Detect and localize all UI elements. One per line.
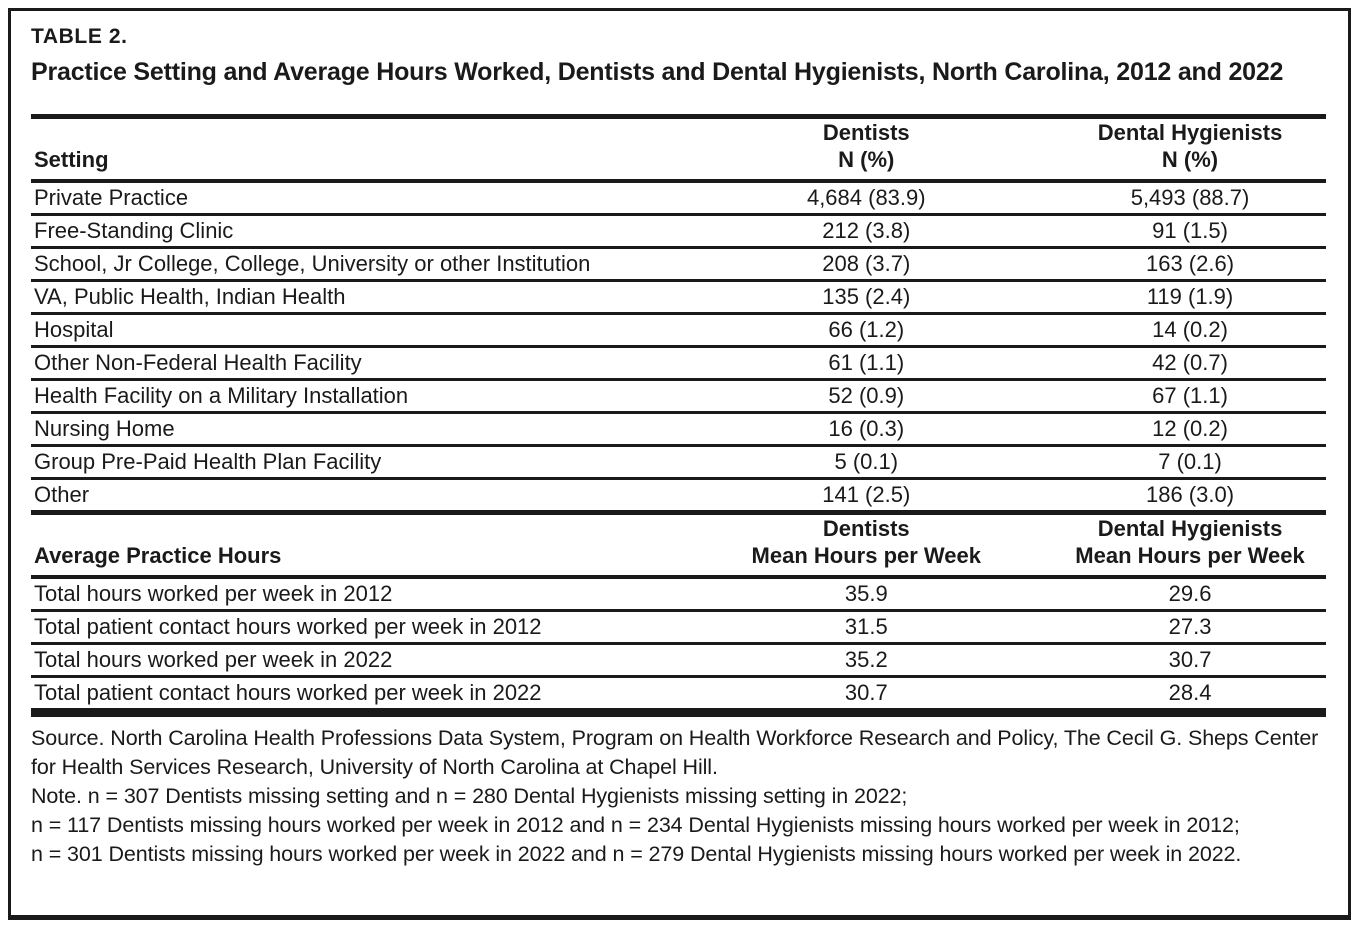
- figure-frame: TABLE 2. Practice Setting and Average Ho…: [8, 8, 1351, 920]
- setting-cell: Hospital: [31, 313, 679, 348]
- dentists-hours-header-line2: Mean Hours per Week: [751, 543, 981, 568]
- hygienists-cell: 119 (1.9): [1054, 280, 1326, 315]
- dentists-cell: 66 (1.2): [678, 313, 1055, 348]
- hygienists-cell: 7 (0.1): [1054, 445, 1326, 480]
- dentists-cell: 4,684 (83.9): [678, 181, 1055, 216]
- dentists-hours-cell: 35.2: [678, 643, 1055, 678]
- table-row: Health Facility on a Military Installati…: [31, 379, 1326, 414]
- dentists-hours-header-line1: Dentists: [822, 516, 910, 541]
- dentists-cell: 61 (1.1): [678, 346, 1055, 381]
- hygienists-hours-column-header: Dental Hygienists Mean Hours per Week: [1054, 510, 1326, 579]
- hygienists-cell: 12 (0.2): [1054, 412, 1326, 447]
- hygienists-cell: 14 (0.2): [1054, 313, 1326, 348]
- table-row: Hospital 66 (1.2) 14 (0.2): [31, 313, 1326, 348]
- footnotes: Source. North Carolina Health Profession…: [31, 724, 1326, 869]
- dentists-cell: 212 (3.8): [678, 214, 1055, 249]
- dentists-hours-cell: 35.9: [678, 577, 1055, 612]
- hygienists-hours-header-line1: Dental Hygienists: [1097, 516, 1283, 541]
- table-row: Other 141 (2.5) 186 (3.0): [31, 478, 1326, 514]
- table-row: VA, Public Health, Indian Health 135 (2.…: [31, 280, 1326, 315]
- setting-cell: Private Practice: [31, 181, 679, 216]
- hygienists-cell: 42 (0.7): [1054, 346, 1326, 381]
- dentists-header-line1: Dentists: [822, 120, 910, 145]
- setting-cell: Health Facility on a Military Installati…: [31, 379, 679, 414]
- hours-label-cell: Total patient contact hours worked per w…: [31, 676, 679, 717]
- note-line: Note. n = 307 Dentists missing setting a…: [31, 784, 908, 808]
- hours-column-header: Average Practice Hours: [31, 510, 679, 579]
- hygienists-column-header: Dental Hygienists N (%): [1054, 114, 1326, 183]
- hours-header-row: Average Practice Hours Dentists Mean Hou…: [31, 510, 1326, 579]
- settings-header-row: Setting Dentists N (%) Dental Hygienists…: [31, 114, 1326, 183]
- table-row: School, Jr College, College, University …: [31, 247, 1326, 282]
- hygienists-cell: 163 (2.6): [1054, 247, 1326, 282]
- setting-cell: School, Jr College, College, University …: [31, 247, 679, 282]
- table-title: Practice Setting and Average Hours Worke…: [31, 58, 1284, 86]
- table-row: Group Pre-Paid Health Plan Facility 5 (0…: [31, 445, 1326, 480]
- setting-cell: Group Pre-Paid Health Plan Facility: [31, 445, 679, 480]
- dentists-cell: 52 (0.9): [678, 379, 1055, 414]
- dentists-cell: 5 (0.1): [678, 445, 1055, 480]
- dentists-hours-column-header: Dentists Mean Hours per Week: [678, 510, 1055, 579]
- practice-setting-table: Setting Dentists N (%) Dental Hygienists…: [31, 114, 1326, 717]
- setting-cell: Nursing Home: [31, 412, 679, 447]
- hygienists-hours-header-line2: Mean Hours per Week: [1075, 543, 1305, 568]
- table-row: Nursing Home 16 (0.3) 12 (0.2): [31, 412, 1326, 447]
- setting-cell: Free-Standing Clinic: [31, 214, 679, 249]
- dentists-hours-cell: 31.5: [678, 610, 1055, 645]
- hygienists-hours-cell: 29.6: [1054, 577, 1326, 612]
- dentists-cell: 135 (2.4): [678, 280, 1055, 315]
- table-number-label: TABLE 2.: [31, 25, 128, 48]
- dentists-column-header: Dentists N (%): [678, 114, 1055, 183]
- hygienists-cell: 91 (1.5): [1054, 214, 1326, 249]
- setting-cell: VA, Public Health, Indian Health: [31, 280, 679, 315]
- setting-cell: Other Non-Federal Health Facility: [31, 346, 679, 381]
- hygienists-cell: 5,493 (88.7): [1054, 181, 1326, 216]
- hygienists-cell: 186 (3.0): [1054, 478, 1326, 514]
- table-row: Total patient contact hours worked per w…: [31, 610, 1326, 645]
- hygienists-header-line1: Dental Hygienists: [1097, 120, 1283, 145]
- hygienists-hours-cell: 28.4: [1054, 676, 1326, 717]
- hygienists-cell: 67 (1.1): [1054, 379, 1326, 414]
- table-row: Total hours worked per week in 2022 35.2…: [31, 643, 1326, 678]
- dentists-cell: 16 (0.3): [678, 412, 1055, 447]
- hygienists-hours-cell: 30.7: [1054, 643, 1326, 678]
- setting-column-header: Setting: [31, 114, 679, 183]
- table-row: Total hours worked per week in 2012 35.9…: [31, 577, 1326, 612]
- setting-cell: Other: [31, 478, 679, 514]
- source-note: Source. North Carolina Health Profession…: [31, 726, 1319, 779]
- note-line: n = 301 Dentists missing hours worked pe…: [31, 842, 1242, 866]
- dentists-header-line2: N (%): [838, 147, 895, 172]
- hours-label-cell: Total patient contact hours worked per w…: [31, 610, 679, 645]
- table-row: Other Non-Federal Health Facility 61 (1.…: [31, 346, 1326, 381]
- table-row: Total patient contact hours worked per w…: [31, 676, 1326, 717]
- hygienists-hours-cell: 27.3: [1054, 610, 1326, 645]
- hours-label-cell: Total hours worked per week in 2012: [31, 577, 679, 612]
- dentists-cell: 208 (3.7): [678, 247, 1055, 282]
- note-line: n = 117 Dentists missing hours worked pe…: [31, 813, 1240, 837]
- hours-label-cell: Total hours worked per week in 2022: [31, 643, 679, 678]
- table-row: Private Practice 4,684 (83.9) 5,493 (88.…: [31, 181, 1326, 216]
- dentists-hours-cell: 30.7: [678, 676, 1055, 717]
- hygienists-header-line2: N (%): [1161, 147, 1219, 172]
- dentists-cell: 141 (2.5): [678, 478, 1055, 514]
- table-row: Free-Standing Clinic 212 (3.8) 91 (1.5): [31, 214, 1326, 249]
